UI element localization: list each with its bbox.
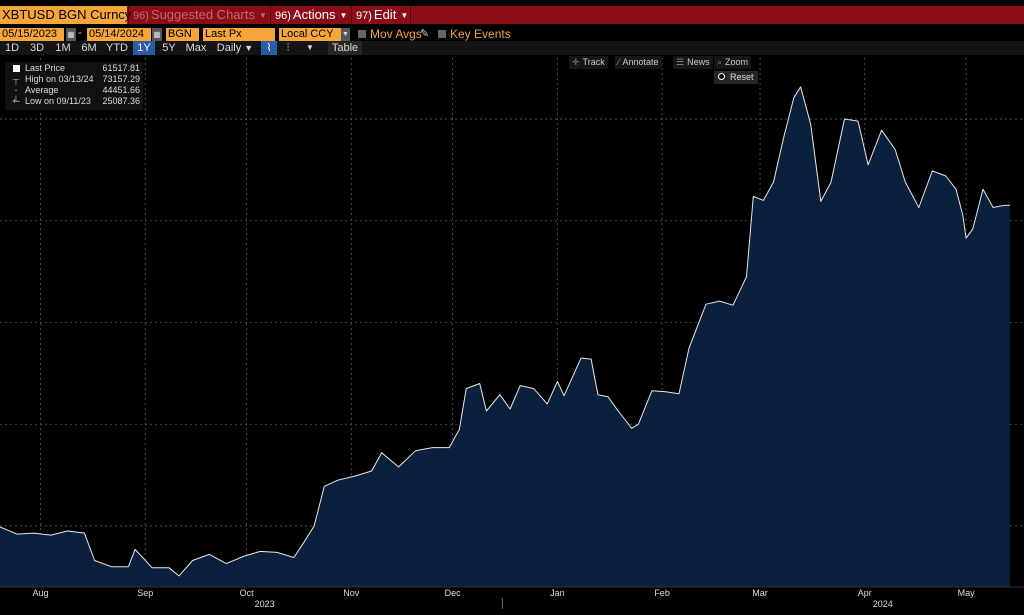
chevron-down-icon[interactable]: ▼ xyxy=(306,43,314,52)
annotate-label: Annotate xyxy=(622,57,659,67)
x-tick-label: Feb xyxy=(654,588,670,598)
key-events-label[interactable]: Key Events xyxy=(450,27,511,41)
x-tick-label: Sep xyxy=(137,588,153,598)
track-label: Track xyxy=(582,57,605,67)
low-marker-icon: ┴ xyxy=(12,96,20,106)
x-tick-label: Oct xyxy=(240,588,255,598)
chevron-down-icon: ▼ xyxy=(244,43,254,53)
news-icon: ☰ xyxy=(676,57,685,67)
year-label: 2023 xyxy=(255,599,275,609)
legend-last-value: 61517.81 xyxy=(102,63,140,73)
zoom-button[interactable]: ⌕ Zoom xyxy=(714,56,752,69)
chevron-down-icon: ▼ xyxy=(258,11,267,20)
suggested-label: Suggested Charts xyxy=(150,7,255,22)
actions-num: 96) xyxy=(275,10,291,22)
date-separator: - xyxy=(78,27,82,39)
x-axis: Aug Sep Oct Nov Dec Jan Feb Mar Apr May 2023 2024 xyxy=(33,588,976,609)
line-chart-icon[interactable]: ⌇ xyxy=(261,41,277,55)
x-tick-label: Nov xyxy=(343,588,360,598)
actions-label: Actions xyxy=(292,7,336,22)
price-line xyxy=(0,86,1011,577)
suggested-charts-button[interactable]: 96) Suggested Charts ▼ xyxy=(128,6,269,24)
legend-average-value: 44451.66 xyxy=(102,85,140,95)
timeframe-max[interactable]: Max xyxy=(185,42,207,54)
crosshair-icon: ✛ xyxy=(572,57,580,67)
timeframe-1y[interactable]: 1Y xyxy=(133,41,155,55)
edit-label: Edit xyxy=(373,7,397,22)
square-icon xyxy=(13,65,20,72)
mov-avgs-label[interactable]: Mov Avgs xyxy=(370,27,422,41)
chevron-down-icon: ▼ xyxy=(400,11,409,20)
timeframe-ytd[interactable]: YTD xyxy=(106,42,128,54)
zoom-icon: ⌕ xyxy=(717,57,723,67)
suggested-num: 96) xyxy=(133,10,149,22)
edit-num: 97) xyxy=(356,10,372,22)
mov-avgs-checkbox[interactable] xyxy=(358,30,366,38)
reset-label: Reset xyxy=(730,72,754,82)
annotate-icon: ⁄ xyxy=(618,57,620,67)
key-events-checkbox[interactable] xyxy=(438,30,446,38)
calendar-icon[interactable]: ▦ xyxy=(152,28,162,41)
bar-chart-icon[interactable]: ⫶ xyxy=(286,42,290,54)
currency-field[interactable]: Local CCY xyxy=(279,28,341,41)
news-button[interactable]: ☰ News xyxy=(673,56,713,69)
legend: Last Price 61517.81 ┬ High on 03/13/24 7… xyxy=(5,62,143,110)
legend-high-label: High on 03/13/24 xyxy=(25,74,94,84)
legend-high-value: 73157.29 xyxy=(102,74,140,84)
timeframe-3d[interactable]: 3D xyxy=(29,42,45,54)
x-tick-label: Apr xyxy=(858,588,872,598)
price-field[interactable]: Last Px xyxy=(203,28,275,41)
reset-button[interactable]: Reset xyxy=(714,71,758,84)
price-area xyxy=(0,86,1010,588)
source-field[interactable]: BGN xyxy=(166,28,199,41)
timeframe-1m[interactable]: 1M xyxy=(55,42,71,54)
timeframe-1d[interactable]: 1D xyxy=(4,42,20,54)
zoom-label: Zoom xyxy=(725,57,749,67)
edit-button[interactable]: 97) Edit ▼ xyxy=(351,6,411,24)
end-date-field[interactable]: 05/14/2024 xyxy=(87,28,151,41)
actions-button[interactable]: 96) Actions ▼ xyxy=(270,6,350,24)
year-label: 2024 xyxy=(873,599,893,609)
high-marker-icon: ┬ xyxy=(12,74,20,84)
calendar-icon[interactable]: ▦ xyxy=(66,28,76,41)
x-tick-label: Dec xyxy=(445,588,462,598)
ticker-field[interactable]: XBTUSD BGN Curncy xyxy=(0,6,132,24)
radio-icon xyxy=(718,73,725,80)
top-toolbar xyxy=(0,6,1024,24)
legend-low-label: Low on 09/11/23 xyxy=(25,96,91,106)
timeframe-6m[interactable]: 6M xyxy=(81,42,97,54)
pencil-icon[interactable]: ✎ xyxy=(420,28,430,40)
x-tick-label: Jan xyxy=(550,588,565,598)
timeframe-bar xyxy=(0,41,1024,55)
news-label: News xyxy=(687,57,710,67)
legend-last-label: Last Price xyxy=(25,63,66,73)
x-tick-label: Mar xyxy=(752,588,768,598)
periodicity-dropdown[interactable]: Daily ▼ xyxy=(213,41,257,55)
legend-average-label: Average xyxy=(25,85,59,95)
track-button[interactable]: ✛ Track xyxy=(569,56,608,69)
average-marker-icon: -+- xyxy=(12,85,21,106)
legend-high: ┬ High on 03/13/24 73157.29 xyxy=(5,74,143,85)
x-tick-label: Aug xyxy=(33,588,49,598)
annotate-button[interactable]: ⁄ Annotate xyxy=(615,56,662,69)
legend-last: Last Price 61517.81 xyxy=(5,63,143,74)
chevron-down-icon[interactable]: ▼ xyxy=(341,28,350,41)
timeframe-5y[interactable]: 5Y xyxy=(162,42,176,54)
legend-low-value: 25087.36 xyxy=(102,96,140,106)
x-tick-label: May xyxy=(958,588,976,598)
chevron-down-icon: ▼ xyxy=(339,11,348,20)
legend-low: ┴ Low on 09/11/23 25087.36 xyxy=(5,96,143,107)
legend-average: -+- Average 44451.66 xyxy=(5,85,143,106)
table-button[interactable]: Table xyxy=(328,41,362,55)
periodicity-label: Daily xyxy=(216,42,242,54)
start-date-field[interactable]: 05/15/2023 xyxy=(0,28,64,41)
